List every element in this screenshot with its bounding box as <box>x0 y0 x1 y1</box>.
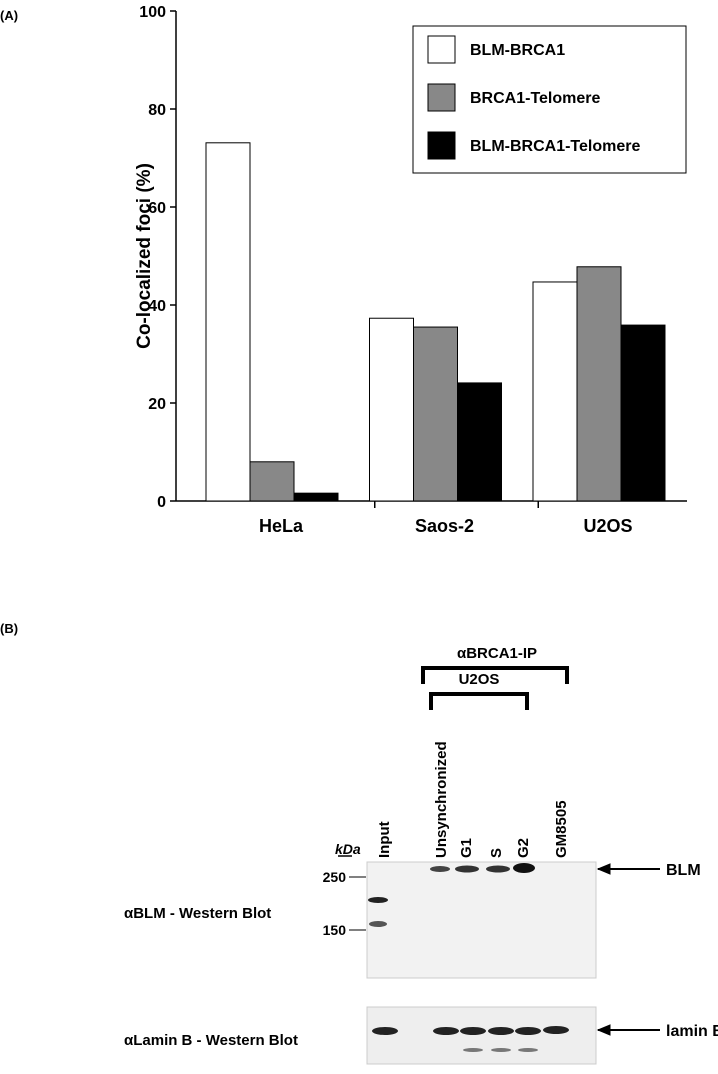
legend-label: BLM-BRCA1-Telomere <box>470 138 640 155</box>
target-label: BLM <box>666 862 701 879</box>
x-tick-label: Saos-2 <box>415 516 474 536</box>
blot-membrane <box>366 861 597 979</box>
bar <box>249 461 295 502</box>
x-tick-label: HeLa <box>259 516 304 536</box>
bar <box>413 326 458 502</box>
marker-label: 250 <box>323 869 347 885</box>
y-tick-label: 40 <box>148 298 166 315</box>
blot-panel <box>338 666 660 1036</box>
band <box>368 897 388 903</box>
band <box>460 1027 486 1035</box>
x-tick-label: U2OS <box>583 516 632 536</box>
arrowhead <box>596 1024 611 1036</box>
bar <box>457 382 502 502</box>
band <box>430 866 450 872</box>
bar <box>293 492 339 502</box>
unit-label: kDa <box>335 841 361 857</box>
panel-label: (B) <box>0 621 18 636</box>
legend-swatch <box>427 83 456 112</box>
panel-label: (A) <box>0 8 18 23</box>
antibody-label: αLamin B - Western Blot <box>124 1032 298 1049</box>
legend-swatch <box>427 35 456 64</box>
bands <box>368 863 569 1052</box>
lane-label: Input <box>376 821 393 858</box>
bar <box>532 281 578 502</box>
lane-label: G1 <box>458 838 475 858</box>
band <box>515 1027 541 1035</box>
band <box>543 1026 569 1034</box>
ip-label: αBRCA1-IP <box>457 645 537 662</box>
target-label: lamin B <box>666 1023 718 1040</box>
band <box>455 865 479 873</box>
band <box>372 1027 398 1035</box>
bar <box>576 266 622 502</box>
band <box>518 1048 538 1052</box>
bar <box>369 317 414 502</box>
lane-label: GM8505 <box>553 800 570 858</box>
band <box>491 1048 511 1052</box>
band <box>433 1027 459 1035</box>
bracket <box>429 692 529 710</box>
lane-label: Unsynchronized <box>433 741 450 858</box>
y-tick-label: 100 <box>139 4 166 21</box>
legend-swatch <box>427 131 456 160</box>
marker-label: 150 <box>323 922 347 938</box>
cell-label: U2OS <box>459 671 500 688</box>
bracket <box>421 666 569 684</box>
band <box>369 921 387 927</box>
lane-label: G2 <box>515 838 532 858</box>
legend-label: BRCA1-Telomere <box>470 90 601 107</box>
band <box>488 1027 514 1035</box>
bar <box>205 142 251 502</box>
lane-label: S <box>488 848 505 858</box>
y-axis-label: Co-localized foci (%) <box>134 163 155 349</box>
band <box>463 1048 483 1052</box>
legend-label: BLM-BRCA1 <box>470 42 565 59</box>
y-tick-label: 20 <box>148 396 166 413</box>
bar <box>620 324 666 502</box>
arrowhead <box>596 863 611 875</box>
band <box>513 863 535 873</box>
band <box>486 865 510 873</box>
blot-membrane <box>366 1006 597 1065</box>
legend-box <box>412 25 687 174</box>
y-tick-label: 60 <box>148 200 166 217</box>
antibody-label: αBLM - Western Blot <box>124 905 271 922</box>
y-tick-label: 0 <box>157 494 166 511</box>
y-tick-label: 80 <box>148 102 166 119</box>
